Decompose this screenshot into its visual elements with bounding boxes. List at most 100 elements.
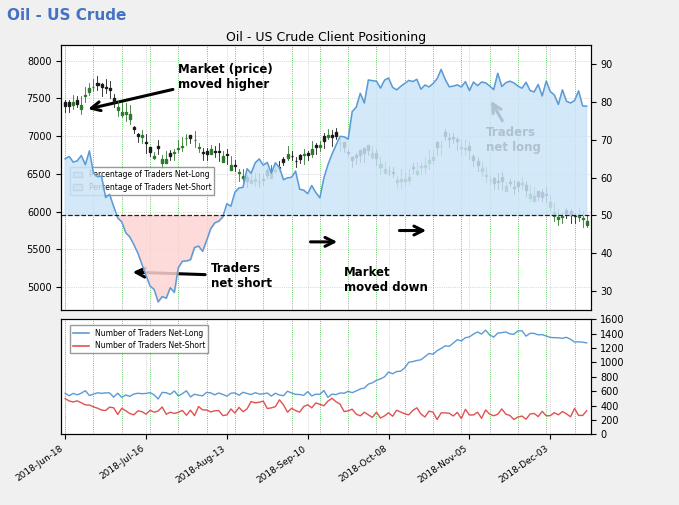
Bar [319,145,321,147]
Bar [117,107,119,110]
Bar [270,173,272,178]
Bar [570,211,572,215]
Bar [129,115,131,119]
Bar [347,152,349,153]
Bar [464,147,466,149]
Bar [440,145,442,146]
Bar [274,170,276,171]
Bar [424,165,426,167]
Bar [504,186,507,190]
Bar [242,176,244,178]
Bar [234,165,236,166]
Bar [537,191,539,196]
Bar [586,221,588,225]
Bar [72,103,74,106]
Bar [141,135,143,137]
Bar [396,180,398,182]
Bar [460,147,462,148]
Bar [359,150,361,155]
Bar [100,84,103,87]
Bar [181,145,183,147]
Bar [262,179,264,180]
Bar [96,83,98,85]
Bar [501,177,502,181]
Text: Traders
net long: Traders net long [485,104,540,154]
Bar [335,132,337,135]
Bar [210,149,212,154]
Bar [412,167,414,168]
Bar [513,187,515,188]
Bar [238,172,240,173]
Bar [222,157,224,162]
Bar [444,132,446,136]
Bar [529,194,531,198]
Bar [165,159,167,163]
Bar [562,216,564,217]
Title: Oil - US Crude Client Positioning: Oil - US Crude Client Positioning [226,31,426,44]
Bar [481,168,483,171]
Bar [125,112,127,114]
Bar [343,142,345,147]
Bar [202,152,204,153]
Bar [549,202,551,207]
Bar [169,153,171,156]
Bar [323,136,325,141]
Bar [299,155,301,159]
Bar [566,211,568,213]
Bar [497,181,499,182]
Bar [541,192,543,197]
Bar [80,105,82,109]
Bar [485,175,487,177]
Bar [521,183,523,184]
Bar [137,133,139,136]
Text: Traders
net short: Traders net short [136,262,272,290]
Bar [380,164,382,167]
Bar [517,182,519,186]
Bar [375,153,378,158]
Bar [315,145,317,147]
Text: Market
moved down: Market moved down [344,266,428,293]
Bar [384,169,386,173]
Bar [327,135,329,137]
Bar [363,148,365,153]
Legend: Number of Traders Net-Long, Number of Traders Net-Short: Number of Traders Net-Long, Number of Tr… [70,325,208,354]
Bar [416,171,418,174]
Bar [525,185,527,190]
Bar [177,148,179,149]
Bar [121,112,123,115]
Bar [206,152,208,154]
Bar [218,150,220,152]
Bar [436,141,438,146]
Bar [456,138,458,141]
Bar [493,178,495,183]
Bar [367,145,369,150]
Bar [250,180,252,183]
Bar [477,162,479,165]
Bar [282,160,285,162]
Bar [153,156,155,158]
Bar [408,177,410,180]
Bar [303,154,305,155]
Bar [226,154,228,155]
Bar [109,88,111,90]
Bar [189,135,191,138]
Bar [432,157,434,160]
Bar [254,179,256,181]
Bar [452,137,454,138]
Bar [553,212,555,216]
Bar [311,149,313,154]
Bar [105,87,107,88]
Bar [578,216,580,218]
Bar [133,127,135,129]
Bar [64,102,66,106]
Bar [545,193,547,194]
Bar [557,217,559,219]
Bar [198,147,200,148]
Bar [161,159,163,163]
Bar [266,170,268,175]
Bar [582,219,584,220]
Bar [88,88,90,92]
Bar [230,165,232,170]
Bar [214,151,216,153]
Bar [428,160,430,163]
